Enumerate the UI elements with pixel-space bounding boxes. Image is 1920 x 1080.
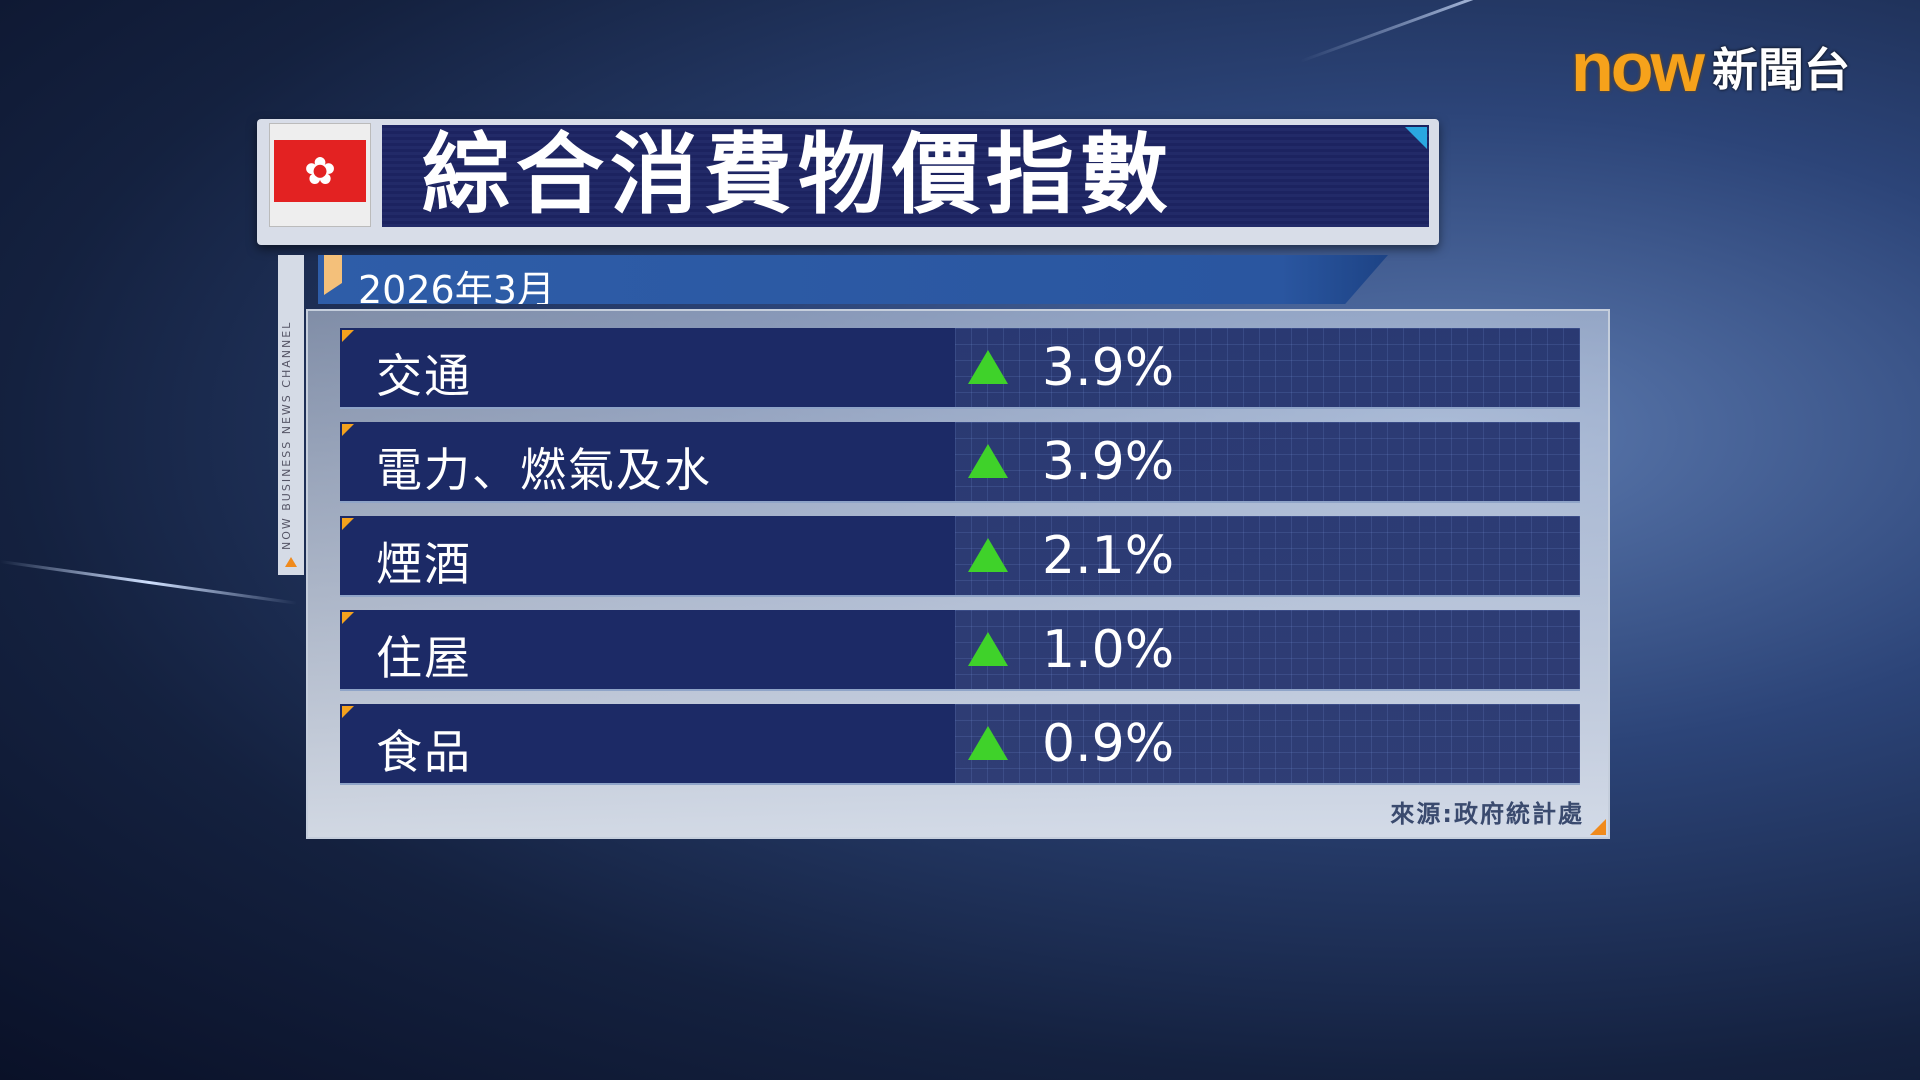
row-label: 電力、燃氣及水 <box>376 443 712 497</box>
row-value: 3.9% <box>1042 338 1175 398</box>
up-arrow-icon <box>968 350 1008 384</box>
row-value: 1.0% <box>1042 620 1175 680</box>
corner-marker-icon <box>342 518 354 530</box>
logo-brand: now <box>1571 28 1705 106</box>
hong-kong-flag-icon: ✿ <box>269 123 371 227</box>
table-row: 住屋 1.0% <box>340 610 1580 691</box>
corner-marker-icon <box>342 612 354 624</box>
source-label: 來源:政府統計處 <box>1390 800 1584 828</box>
logo-channel: 新聞台 <box>1711 43 1850 97</box>
row-label: 煙酒 <box>376 537 472 591</box>
row-value: 0.9% <box>1042 714 1175 774</box>
row-label: 住屋 <box>376 631 472 685</box>
corner-triangle-icon <box>1590 819 1606 835</box>
corner-marker-icon <box>342 706 354 718</box>
corner-marker-icon <box>342 424 354 436</box>
triangle-icon <box>285 557 297 567</box>
side-text: NOW BUSINESS NEWS CHANNEL <box>280 320 293 550</box>
table-row: 電力、燃氣及水 3.9% <box>340 422 1580 503</box>
date-label: 2026年3月 <box>358 268 555 312</box>
up-arrow-icon <box>968 444 1008 478</box>
side-strip: NOW BUSINESS NEWS CHANNEL <box>278 255 304 575</box>
title-bar: ✿ 綜合消費物價指數 <box>257 119 1439 245</box>
table-row: 煙酒 2.1% <box>340 516 1580 597</box>
date-bar: 2026年3月 <box>318 255 1388 304</box>
up-arrow-icon <box>968 632 1008 666</box>
table-row: 交通 3.9% <box>340 328 1580 409</box>
row-value: 3.9% <box>1042 432 1175 492</box>
row-value: 2.1% <box>1042 526 1175 586</box>
up-arrow-icon <box>968 726 1008 760</box>
row-label: 交通 <box>376 349 472 403</box>
background-streak <box>0 560 298 605</box>
corner-triangle-icon <box>1405 127 1427 149</box>
data-panel: 交通 3.9% 電力、燃氣及水 3.9% 煙酒 2.1% 住屋 1.0% 食品 … <box>306 309 1610 839</box>
page-title: 綜合消費物價指數 <box>422 123 1175 226</box>
tab-marker-icon <box>324 255 342 295</box>
up-arrow-icon <box>968 538 1008 572</box>
channel-logo: now 新聞台 <box>1571 22 1850 112</box>
table-row: 食品 0.9% <box>340 704 1580 785</box>
row-label: 食品 <box>376 725 472 779</box>
corner-marker-icon <box>342 330 354 342</box>
